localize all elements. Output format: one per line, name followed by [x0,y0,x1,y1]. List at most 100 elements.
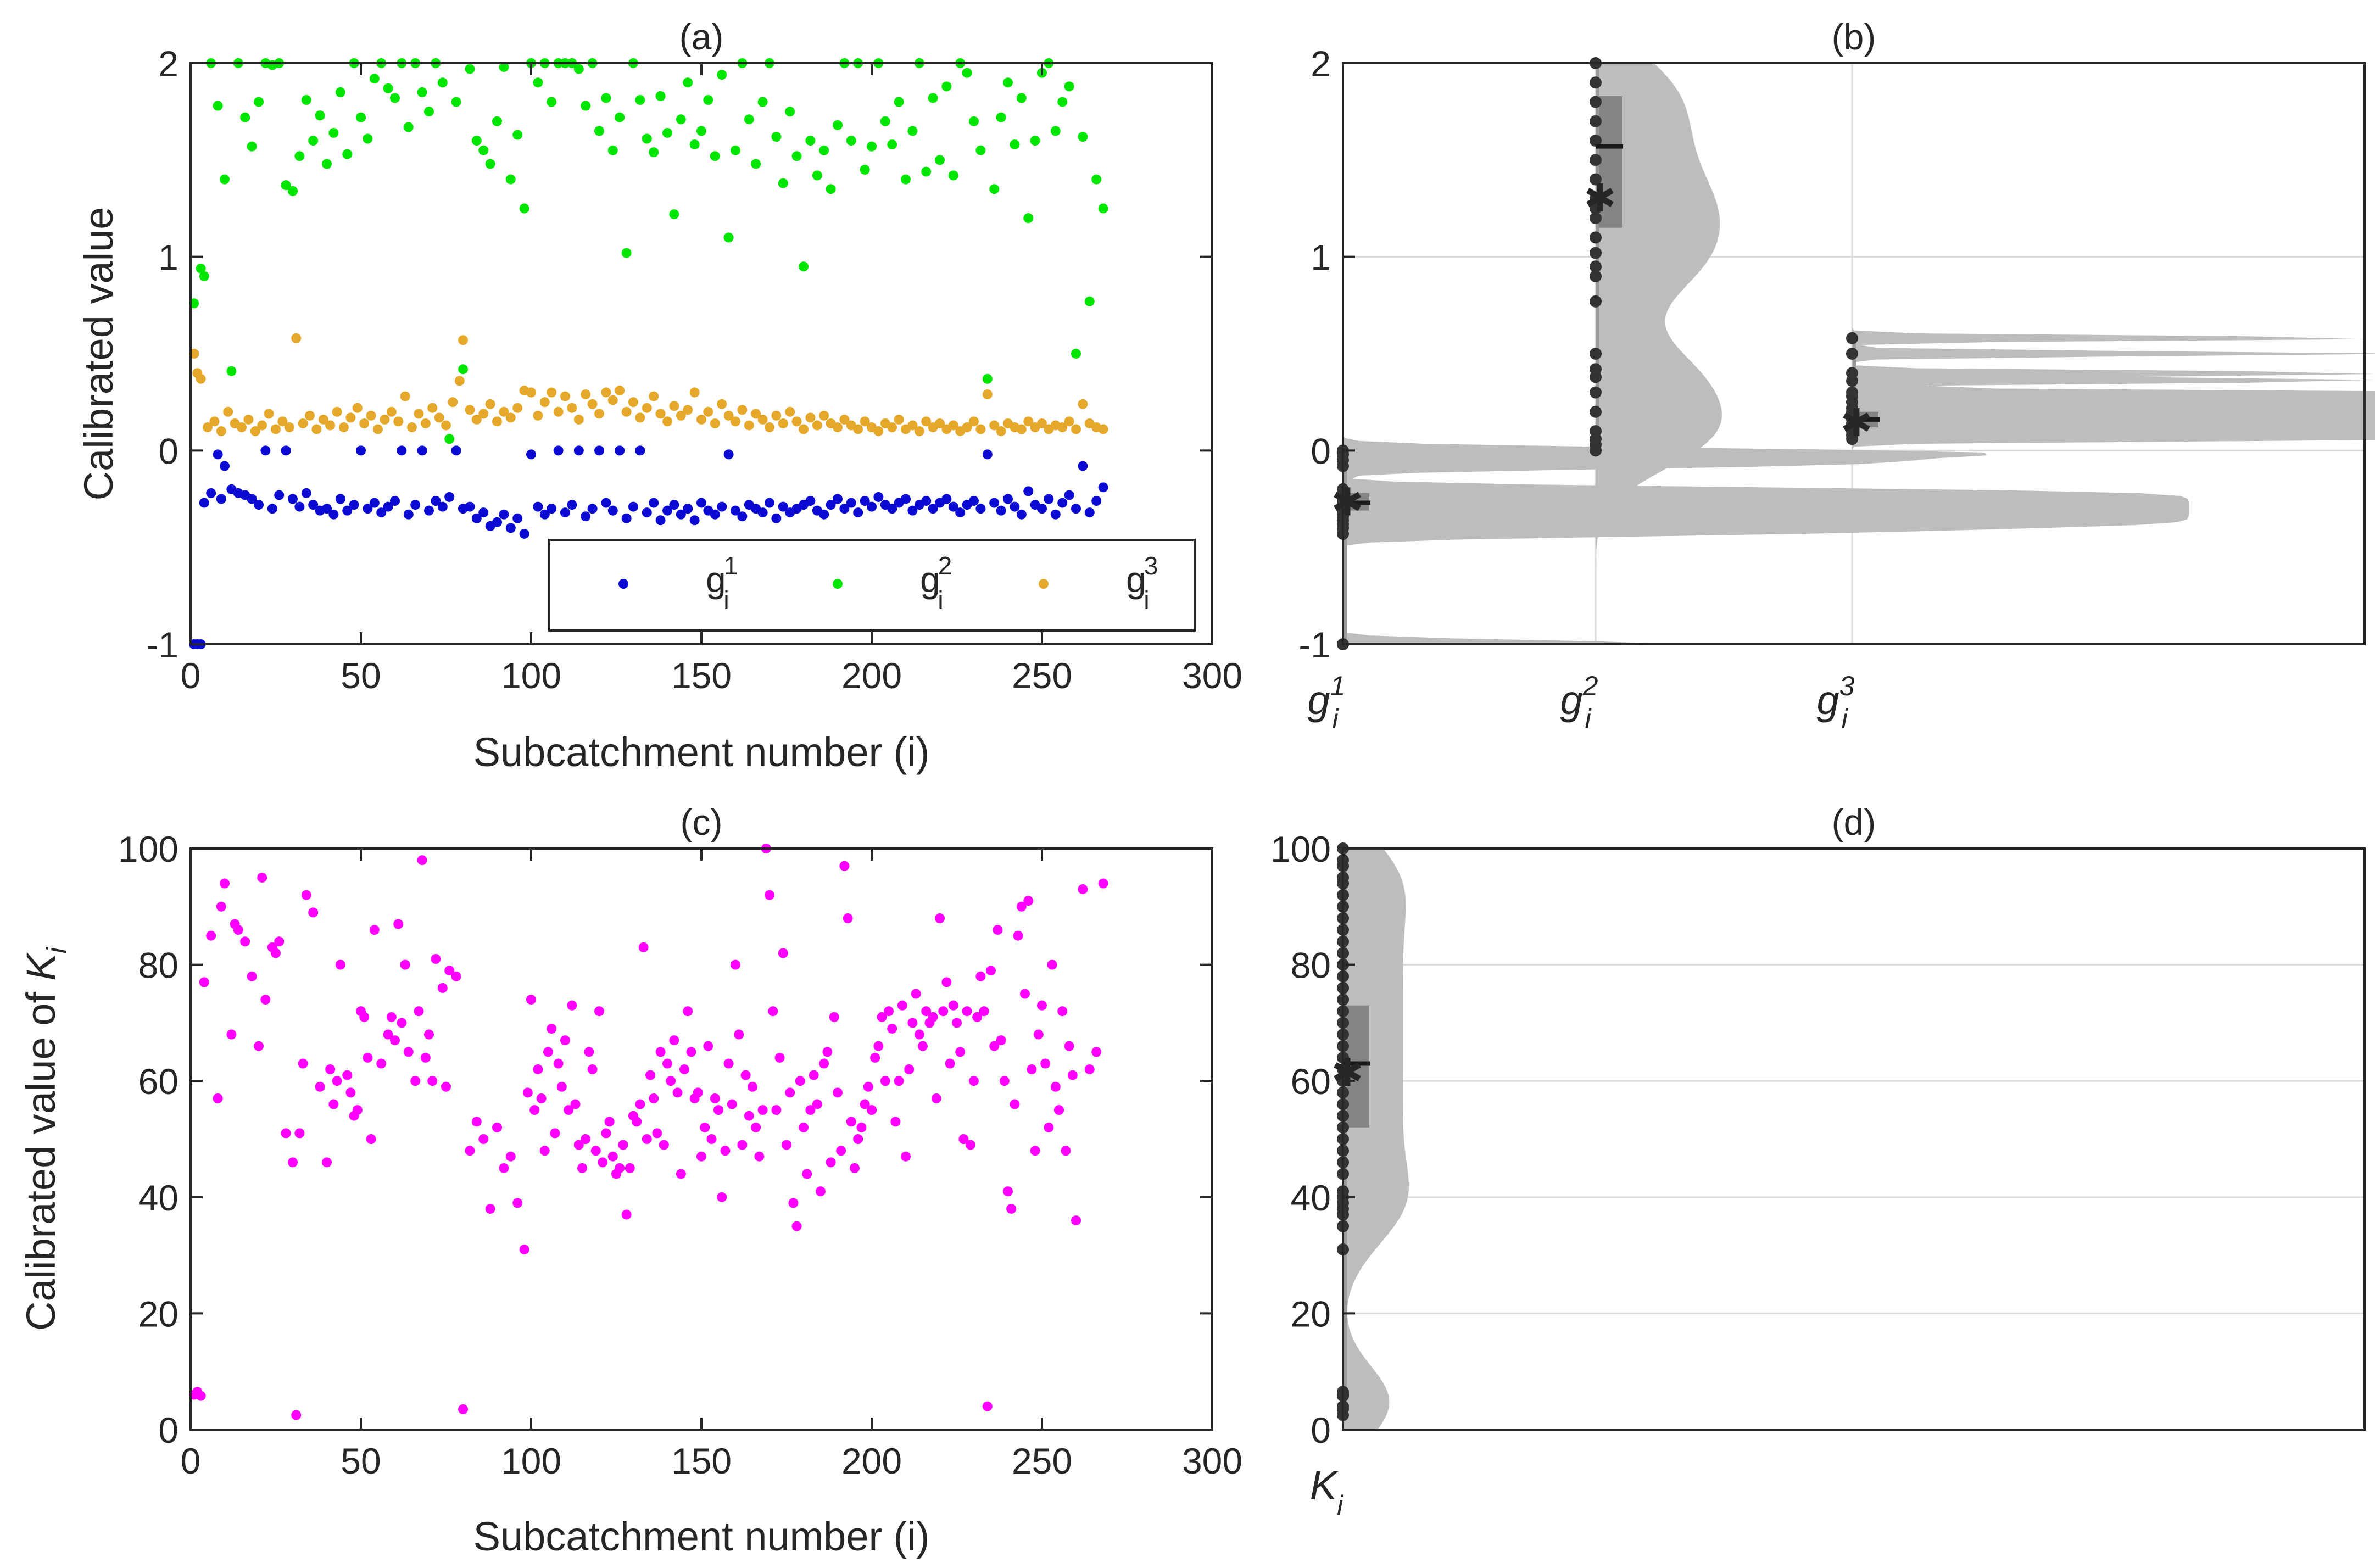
data-point-g3 [420,418,431,428]
y-tick-label: 1 [1311,237,1331,278]
data-point-g1 [560,507,570,518]
data-point-g1 [301,488,311,498]
data-point-k [274,936,285,947]
data-point-g2 [1078,132,1088,142]
data-point-k [972,1012,983,1022]
data-point-g3 [478,409,489,419]
data-point-g1 [778,501,788,512]
data-point-g2 [199,271,209,281]
data-point-k [539,1146,550,1156]
data-point-g1 [826,500,836,510]
data-point-g1 [581,511,591,522]
data-point-g3 [250,426,260,437]
data-point-k [226,1029,237,1040]
data-point-k [564,1105,574,1115]
data-point-k [547,1023,557,1034]
data-point-k [672,1087,683,1098]
data-point-g3 [860,416,870,427]
data-point-k [836,1146,846,1156]
data-point-k [911,989,921,999]
data-point-g1 [1044,494,1054,504]
data-point-k [649,1093,659,1103]
data-point-k [955,1047,966,1057]
y-tick-label: 40 [1291,1178,1331,1218]
data-point-k [220,878,230,889]
data-point-k [819,1058,829,1069]
data-point-g2 [948,170,958,181]
data-point-g1 [846,498,856,508]
data-point-k [1050,1081,1061,1092]
y-tick-label: 80 [1291,945,1331,986]
data-point-g1 [996,505,1006,516]
panel-c-x-axis-label: Subcatchment number (i) [473,1514,930,1559]
data-point-g2 [901,174,911,185]
data-point-g2 [867,141,877,152]
data-point-k [206,930,216,941]
y-tick-label: 2 [1311,43,1331,84]
data-point-k [921,1006,932,1017]
data-point-g3 [1064,416,1074,427]
legend-box [548,539,1196,632]
violin-mean-marker-g1: ✱ [1331,481,1364,524]
data-point-k [717,1192,727,1202]
data-point-g1 [322,504,332,514]
data-point-k [938,1006,949,1017]
data-point-g3 [485,399,495,409]
data-point-g1 [649,498,659,508]
data-point-g3 [434,412,444,423]
data-point-k [669,1035,679,1046]
data-point-g3 [223,406,233,417]
data-point-g3 [499,406,509,417]
data-point-k [254,1041,264,1051]
data-point-g1 [982,449,993,460]
y-tick-label: 20 [138,1293,179,1334]
data-point-g1 [308,500,319,510]
data-point-g2 [519,203,529,214]
data-point-g1 [989,498,1000,508]
data-point-g3 [243,414,254,425]
violin-density-g1 [1343,63,2189,644]
data-point-g3 [785,406,795,417]
panel-d-axes-box [1342,847,2366,1431]
data-point-k [1016,901,1027,912]
data-point-g3 [567,403,577,413]
x-tick-label: 50 [341,1441,381,1481]
data-point-g3 [277,416,288,427]
data-point-g3 [581,389,591,400]
data-point-g2 [880,116,890,126]
data-point-g2 [328,127,339,138]
panel-b-title: (b) [1832,16,1876,57]
data-point-g1 [390,496,400,506]
data-point-g3 [696,414,706,425]
data-point-k [1084,1064,1095,1075]
data-point-k [986,966,996,976]
data-point-g2 [1010,139,1020,150]
data-point-g3 [731,416,740,427]
data-point-k [621,1209,632,1220]
data-point-g2 [581,101,591,111]
data-point-g2 [342,149,353,159]
data-point-k [359,1012,370,1022]
data-point-g3 [386,406,397,417]
data-point-g2 [505,174,516,185]
data-point-g2 [887,139,897,150]
x-tick-label: 0 [181,655,201,696]
data-point-k [369,925,380,935]
data-point-g1 [526,449,536,460]
data-point-k [662,1058,672,1069]
data-point-k [655,1047,666,1057]
violin-point-g2 [1590,295,1602,308]
violin-point-g2 [1590,115,1602,127]
data-point-g2 [982,373,993,384]
data-point-g3 [1016,424,1027,434]
data-point-g2 [969,116,979,126]
data-point-k [363,1052,373,1063]
data-point-k [492,1122,502,1132]
data-point-g2 [196,263,206,274]
data-point-g1 [397,445,407,456]
data-point-k [867,1105,877,1115]
data-point-g3 [615,386,625,396]
data-point-g2 [315,110,325,121]
data-point-k [383,1029,393,1040]
data-point-g2 [437,77,448,88]
